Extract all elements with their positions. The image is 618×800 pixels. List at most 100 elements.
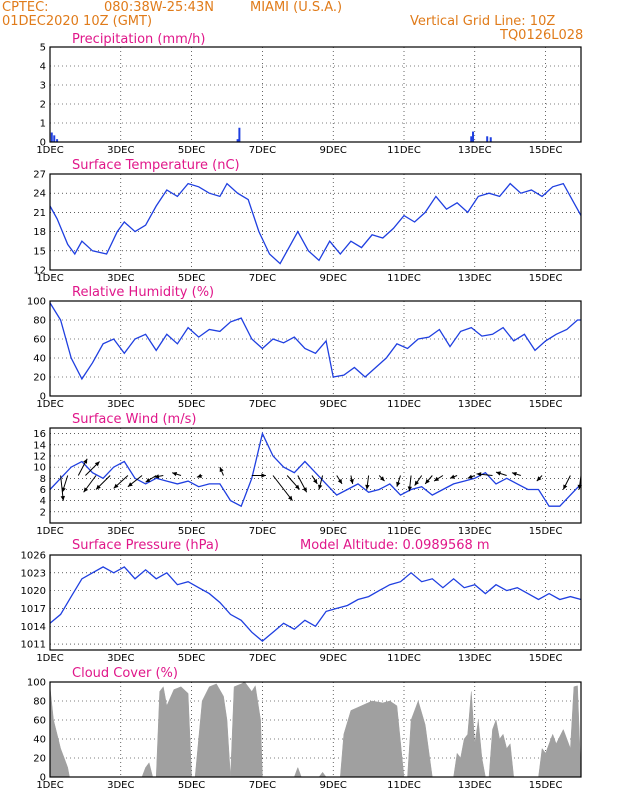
header-date: 01DEC2020 10Z (GMT) xyxy=(2,14,152,29)
cloud-ytick-label: 20 xyxy=(33,754,46,765)
precip-ytick-label: 5 xyxy=(40,43,46,54)
wind-vector-head xyxy=(476,472,482,477)
wind-vector-head xyxy=(172,472,178,477)
pressure-frame xyxy=(49,554,582,651)
cloud-cover-area xyxy=(49,686,70,778)
wind-vector-head xyxy=(414,480,419,486)
precip-xtick-label: 13DEC xyxy=(458,145,492,156)
temp-ytick-label: 15 xyxy=(33,246,46,257)
panels: 0 12 3 4 5 1DEC 3DEC 5DEC 7DEC 9DEC 11DEC 13DEC 15DE… xyxy=(21,43,582,791)
precip-ytick-label: 3 xyxy=(40,81,46,92)
wind-title: Surface Wind (m/s) xyxy=(72,412,196,427)
wind-vector xyxy=(272,475,293,501)
cloud-cover-area xyxy=(194,681,263,778)
pressure-xtick-label: 5DEC xyxy=(178,653,205,664)
precip-bar xyxy=(238,127,241,142)
rh-xtick-label: 15DEC xyxy=(529,399,563,410)
wind-xtick-label: 13DEC xyxy=(458,526,492,537)
header-model: TQ0126L028 xyxy=(499,28,583,43)
header-coords: 080:38W-25:43N xyxy=(104,0,214,15)
pressure-ytick-label: 1017 xyxy=(21,604,46,615)
cloud-xtick-label: 15DEC xyxy=(529,780,563,791)
precip-title: Precipitation (mm/h) xyxy=(72,32,205,47)
pressure-xtick-label: 7DEC xyxy=(249,653,276,664)
precip-bar xyxy=(53,135,56,142)
wind-xtick-label: 11DEC xyxy=(387,526,421,537)
wind-xtick-label: 9DEC xyxy=(320,526,347,537)
cloud-ytick-label: 40 xyxy=(33,735,46,746)
cloud-cover-area xyxy=(488,719,514,778)
wind-vector-head xyxy=(60,495,65,501)
cloud-frame xyxy=(49,681,582,778)
rh-xtick-label: 9DEC xyxy=(320,399,347,410)
pressure-xtick-label: 15DEC xyxy=(529,653,563,664)
wind-vector-head xyxy=(434,476,440,482)
cloud-xtick-label: 13DEC xyxy=(458,780,492,791)
rh-xtick-label: 11DEC xyxy=(387,399,421,410)
pressure-ytick-label: 1014 xyxy=(21,622,46,633)
precip-xtick-label: 9DEC xyxy=(320,145,347,156)
cloud-xtick-label: 1DEC xyxy=(36,780,63,791)
rh-series-line xyxy=(49,302,581,381)
temp-ytick-label: 27 xyxy=(33,170,46,181)
precip-bar xyxy=(50,132,53,142)
pressure-xtick-label: 1DEC xyxy=(36,653,63,664)
temp-xtick-label: 3DEC xyxy=(107,273,134,284)
wind-vector-head xyxy=(496,471,501,476)
precip-bar xyxy=(486,136,489,142)
cloud-xtick-label: 3DEC xyxy=(107,780,134,791)
wind-xtick-label: 3DEC xyxy=(107,526,134,537)
wind-vector-head xyxy=(83,487,89,493)
rh-xtick-label: 1DEC xyxy=(36,399,63,410)
header-source: CPTEC: xyxy=(2,0,49,15)
cloud-xtick-label: 11DEC xyxy=(387,780,421,791)
wind-vector-head xyxy=(83,458,88,464)
cloud-cover-area xyxy=(407,700,433,778)
cloud-cover-area xyxy=(293,766,302,778)
temp-xtick-label: 1DEC xyxy=(36,273,63,284)
precip-ytick-label: 0 xyxy=(40,138,46,149)
cloud-ytick-label: 80 xyxy=(33,697,46,708)
temp-xtick-label: 9DEC xyxy=(320,273,347,284)
wind-ytick-label: 14 xyxy=(33,440,46,451)
cloud-ytick-label: 60 xyxy=(33,716,46,727)
rh-ytick-label: 80 xyxy=(33,316,46,327)
precip-xtick-label: 11DEC xyxy=(387,145,421,156)
precip-bar xyxy=(472,131,475,142)
temp-ytick-label: 24 xyxy=(33,189,46,200)
wind-xtick-label: 1DEC xyxy=(36,526,63,537)
wind-vector-head xyxy=(261,473,266,478)
cloud-xtick-label: 9DEC xyxy=(320,780,347,791)
rh-panel: 0 20 40 60 80 100 1DEC 3DEC 5DEC 7DEC 9DEC 11DEC 13D… xyxy=(27,297,582,410)
wind-ytick-label: 12 xyxy=(33,451,46,462)
wind-ytick-label: 16 xyxy=(33,429,46,440)
wind-series-line xyxy=(49,431,582,508)
rh-xtick-label: 7DEC xyxy=(249,399,276,410)
wind-vector-head xyxy=(396,481,401,487)
wind-xtick-label: 7DEC xyxy=(249,526,276,537)
temp-xtick-label: 11DEC xyxy=(387,273,421,284)
header-grid-note: Vertical Grid Line: 10Z xyxy=(410,14,555,29)
rh-ytick-label: 100 xyxy=(27,297,46,308)
temp-series-line xyxy=(49,182,582,265)
precip-xtick-label: 7DEC xyxy=(249,145,276,156)
precip-ytick-label: 4 xyxy=(40,62,46,73)
wind-vector-head xyxy=(318,484,323,490)
precip-xtick-label: 5DEC xyxy=(178,145,205,156)
temp-xtick-label: 15DEC xyxy=(529,273,563,284)
wind-vector-head xyxy=(61,487,66,493)
wind-xtick-label: 15DEC xyxy=(529,526,563,537)
cloud-cover-area xyxy=(155,686,192,778)
wind-vector-head xyxy=(94,461,100,467)
wind-vector-head xyxy=(349,479,354,484)
precip-xtick-label: 15DEC xyxy=(529,145,563,156)
wind-vector-head xyxy=(512,472,517,477)
precip-bar xyxy=(489,137,492,142)
precip-xtick-label: 3DEC xyxy=(107,145,134,156)
cloud-ytick-label: 100 xyxy=(27,678,46,689)
temp-xtick-label: 13DEC xyxy=(458,273,492,284)
wind-vector-head xyxy=(467,474,473,479)
temp-ytick-label: 21 xyxy=(33,208,46,219)
precip-ytick-label: 2 xyxy=(40,100,46,111)
